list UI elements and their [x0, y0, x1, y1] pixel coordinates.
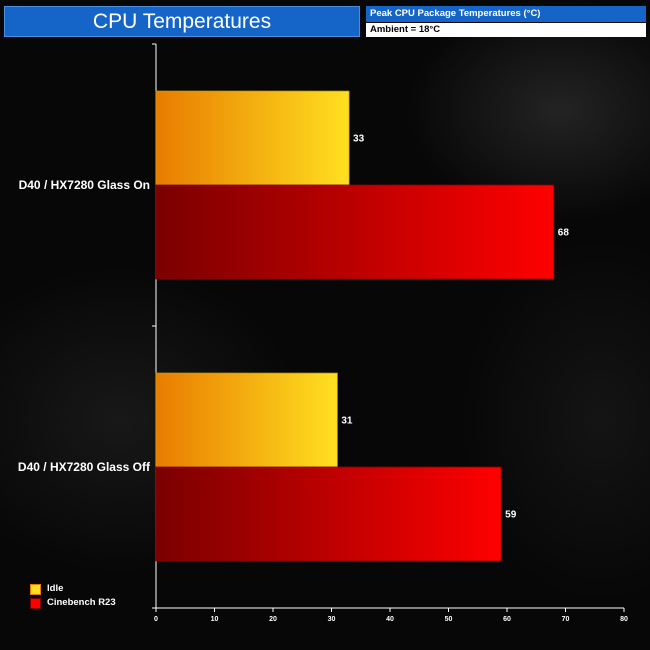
data-label: 33 — [353, 134, 365, 145]
x-tick-label: 20 — [269, 616, 277, 623]
ambient-note: Ambient = 18°C — [366, 23, 646, 37]
chart-title: CPU Temperatures — [4, 6, 360, 37]
chart-subtitle: Peak CPU Package Temperatures (°C) — [366, 6, 646, 22]
legend: Idle Cinebench R23 — [30, 582, 116, 610]
x-tick-label: 10 — [211, 616, 219, 623]
x-tick-label: 50 — [445, 616, 453, 623]
bar — [155, 372, 338, 468]
category-label: D40 / HX7280 Glass Off — [18, 460, 151, 474]
legend-item-cinebench: Cinebench R23 — [30, 596, 116, 610]
x-tick-label: 40 — [386, 616, 394, 623]
bar — [155, 184, 555, 280]
x-tick-label: 30 — [328, 616, 336, 623]
x-tick-label: 80 — [620, 616, 628, 623]
data-label: 31 — [341, 416, 353, 427]
x-tick-label: 60 — [503, 616, 511, 623]
data-label: 68 — [558, 227, 570, 238]
legend-swatch-idle — [30, 583, 41, 595]
legend-item-idle: Idle — [30, 582, 116, 596]
bar — [155, 466, 502, 562]
bar — [155, 90, 350, 186]
legend-swatch-cinebench — [30, 597, 41, 609]
legend-label-cinebench: Cinebench R23 — [47, 597, 116, 608]
category-label: D40 / HX7280 Glass On — [19, 178, 150, 192]
legend-label-idle: Idle — [47, 583, 64, 594]
x-tick-label: 0 — [154, 616, 158, 623]
x-tick-label: 70 — [562, 616, 570, 623]
data-label: 59 — [505, 509, 517, 520]
